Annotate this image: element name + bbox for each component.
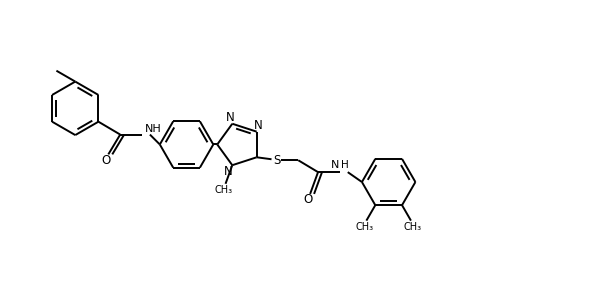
Text: H: H xyxy=(341,160,348,170)
Text: N: N xyxy=(226,111,234,124)
Text: N: N xyxy=(224,165,233,178)
Text: NH: NH xyxy=(145,124,162,134)
Text: N: N xyxy=(255,119,263,132)
Text: O: O xyxy=(303,193,313,206)
Text: N: N xyxy=(331,160,339,170)
Text: CH₃: CH₃ xyxy=(355,222,373,231)
Text: CH₃: CH₃ xyxy=(214,185,233,195)
Text: O: O xyxy=(102,154,111,167)
Text: S: S xyxy=(273,154,280,167)
Text: CH₃: CH₃ xyxy=(404,222,422,231)
